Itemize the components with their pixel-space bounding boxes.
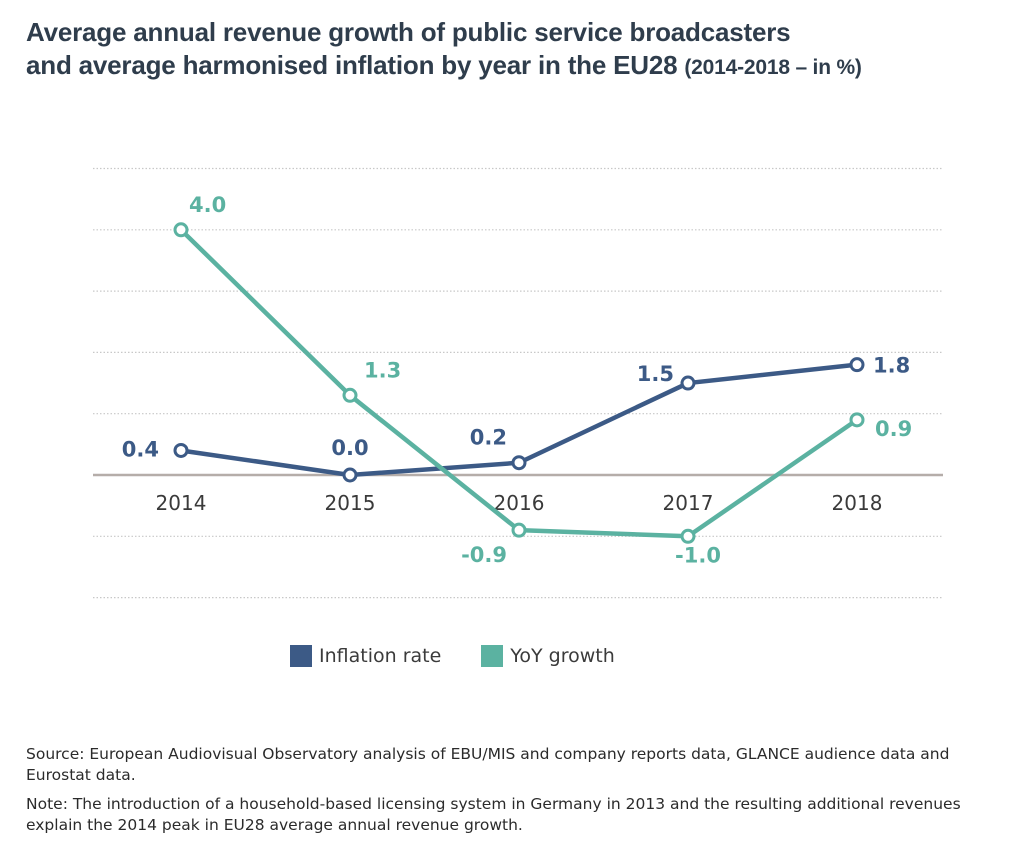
data-label-yoy: -0.9 (461, 543, 507, 567)
data-label-inflation: 0.2 (470, 426, 507, 450)
chart-subtitle: (2014-2018 – in %) (684, 56, 862, 79)
legend-label-inflation: Inflation rate (319, 645, 442, 667)
data-labels: 0.4 0.0 0.2 1.5 1.8 4.0 1.3 -0.9 -1.0 0.9 (122, 193, 912, 567)
x-tick-label: 2018 (832, 491, 883, 515)
data-point-yoy (680, 528, 696, 544)
series-points (173, 222, 865, 544)
legend-label-yoy: YoY growth (510, 645, 615, 667)
explanatory-note: Note: The introduction of a household-ba… (26, 795, 961, 834)
x-tick-label: 2015 (325, 491, 376, 515)
data-label-inflation: 1.8 (873, 354, 910, 378)
data-point-inflation (342, 467, 358, 483)
data-point-yoy (342, 387, 358, 403)
legend-swatch-yoy (481, 645, 504, 667)
legend-item-inflation[interactable]: Inflation rate (290, 645, 441, 667)
data-point-yoy (849, 412, 865, 428)
chart-title-line-2-wrap: and average harmonised inflation by year… (26, 49, 1016, 84)
data-point-inflation (173, 442, 189, 458)
data-label-yoy: -1.0 (675, 543, 721, 567)
data-label-inflation: 1.5 (637, 362, 674, 386)
source-note: Source: European Audiovisual Observatory… (26, 745, 950, 784)
data-point-inflation (511, 455, 527, 471)
data-label-yoy: 4.0 (189, 193, 226, 217)
data-label-inflation: 0.0 (331, 436, 368, 460)
chart-title-line-1: Average annual revenue growth of public … (26, 17, 791, 47)
data-point-yoy (173, 222, 189, 238)
x-tick-label: 2014 (156, 491, 207, 515)
x-tick-label: 2017 (663, 491, 714, 515)
x-axis-ticks: 2014 2015 2016 2017 2018 (156, 491, 883, 515)
data-label-yoy: 1.3 (364, 358, 401, 382)
chart-footer: Source: European Audiovisual Observatory… (26, 744, 1006, 844)
legend: Inflation rate YoY growth (290, 645, 615, 667)
data-point-inflation (849, 357, 865, 373)
legend-item-yoy[interactable]: YoY growth (481, 645, 615, 667)
x-tick-label: 2016 (494, 491, 545, 515)
data-label-inflation: 0.4 (122, 437, 159, 461)
chart-title: Average annual revenue growth of public … (26, 16, 1016, 84)
data-point-inflation (680, 375, 696, 391)
data-point-yoy (511, 522, 527, 538)
data-label-yoy: 0.9 (875, 417, 912, 441)
chart-title-line-2: and average harmonised inflation by year… (26, 50, 678, 80)
line-chart: 2014 2015 2016 2017 2018 0.4 0.0 0.2 1.5 1.8 4.0 1… (93, 167, 943, 599)
legend-swatch-inflation (290, 645, 312, 667)
